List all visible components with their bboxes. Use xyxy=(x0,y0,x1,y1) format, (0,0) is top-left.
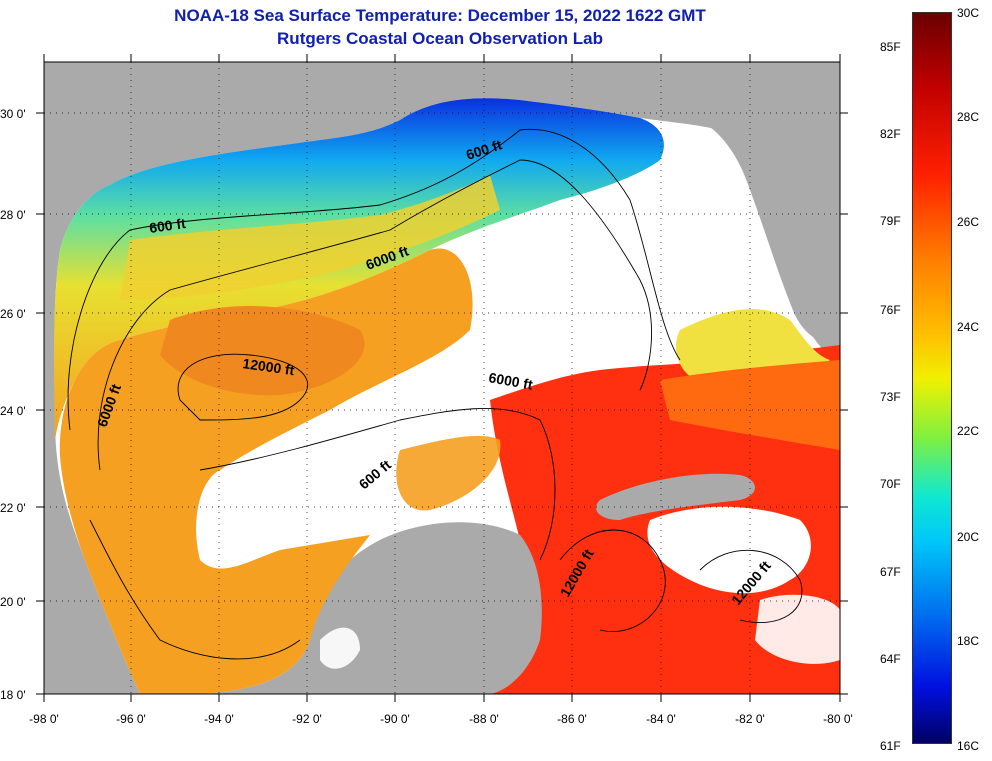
colorbar-f-label: 73F xyxy=(880,390,901,404)
contour-6000ft-south xyxy=(199,408,556,561)
yucatan-peninsula xyxy=(300,522,542,694)
lon-tick-label: -90 0' xyxy=(380,712,410,726)
central-yellow-band xyxy=(120,175,500,300)
caribbean-cloud xyxy=(647,506,811,594)
colorbar-f-label: 82F xyxy=(880,127,901,141)
lat-tick-label: 24 0' xyxy=(0,404,26,418)
lon-tick-label: -82 0' xyxy=(735,712,765,726)
contour-12000ft-caribbean xyxy=(559,529,666,632)
map-grid xyxy=(44,62,840,694)
colorbar-c-label: 16C xyxy=(957,739,980,753)
contour-600ft xyxy=(67,128,681,431)
contour-label: 6000 ft xyxy=(487,369,534,393)
lon-tick-label: -88 0' xyxy=(469,712,499,726)
contour-600ft-west xyxy=(89,519,301,660)
colorbar-f-label: 61F xyxy=(880,739,901,753)
bathymetry-contours xyxy=(67,128,803,660)
west-gulf-warm-core xyxy=(160,306,365,396)
color-scale-bar xyxy=(912,12,952,744)
lon-tick-label: -92 0' xyxy=(292,712,322,726)
lat-tick-label: 26 0' xyxy=(0,307,26,321)
contour-label: 600 ft xyxy=(148,215,187,236)
map-frame xyxy=(43,61,841,695)
contour-12000ft xyxy=(177,353,309,421)
colorbar-f-label: 67F xyxy=(880,565,901,579)
colorbar-f-label: 70F xyxy=(880,477,901,491)
lat-tick-label: 18 0' xyxy=(0,688,26,702)
north-shelf-sst xyxy=(54,98,664,441)
lat-tick-label: 28 0' xyxy=(0,208,26,222)
lon-tick-label: -80 0' xyxy=(823,712,853,726)
florida-shelf-sst xyxy=(676,309,830,382)
lat-tick-label: 22 0' xyxy=(0,501,26,515)
yucatan-cloud xyxy=(320,627,360,669)
cuba-island xyxy=(596,473,755,520)
axis-ticks xyxy=(36,54,848,702)
colorbar-f-label: 76F xyxy=(880,303,901,317)
lon-tick-label: -86 0' xyxy=(557,712,587,726)
colorbar-c-label: 28C xyxy=(957,110,980,124)
colorbar-c-label: 20C xyxy=(957,530,980,544)
lon-tick-label: -94 0' xyxy=(204,712,234,726)
campeche-orange xyxy=(396,435,501,511)
colorbar-f-label: 79F xyxy=(880,214,901,228)
colorbar-c-label: 26C xyxy=(957,215,980,229)
west-gulf-sst xyxy=(59,248,473,694)
contour-12000ft-east xyxy=(699,549,803,624)
lat-tick-label: 20 0' xyxy=(0,595,26,609)
colorbar-c-label: 30C xyxy=(957,6,980,20)
lon-tick-label: -98 0' xyxy=(29,712,59,726)
map-subtitle: Rutgers Coastal Ocean Observation Lab xyxy=(277,29,603,48)
contour-label: 12000 ft xyxy=(242,355,296,378)
colorbar-f-label: 64F xyxy=(880,652,901,666)
lon-tick-label: -84 0' xyxy=(646,712,676,726)
lon-tick-label: -96 0' xyxy=(116,712,146,726)
east-cloud xyxy=(755,594,840,664)
colorbar-c-label: 18C xyxy=(957,634,980,648)
florida-peninsula xyxy=(700,62,840,345)
contour-6000ft xyxy=(97,159,652,471)
lat-tick-label: 30 0' xyxy=(0,107,26,121)
colorbar-f-label: 85F xyxy=(880,40,901,54)
map-title: NOAA-18 Sea Surface Temperature: Decembe… xyxy=(174,6,706,25)
colorbar-c-label: 24C xyxy=(957,320,980,334)
colorbar-c-label: 22C xyxy=(957,424,980,438)
